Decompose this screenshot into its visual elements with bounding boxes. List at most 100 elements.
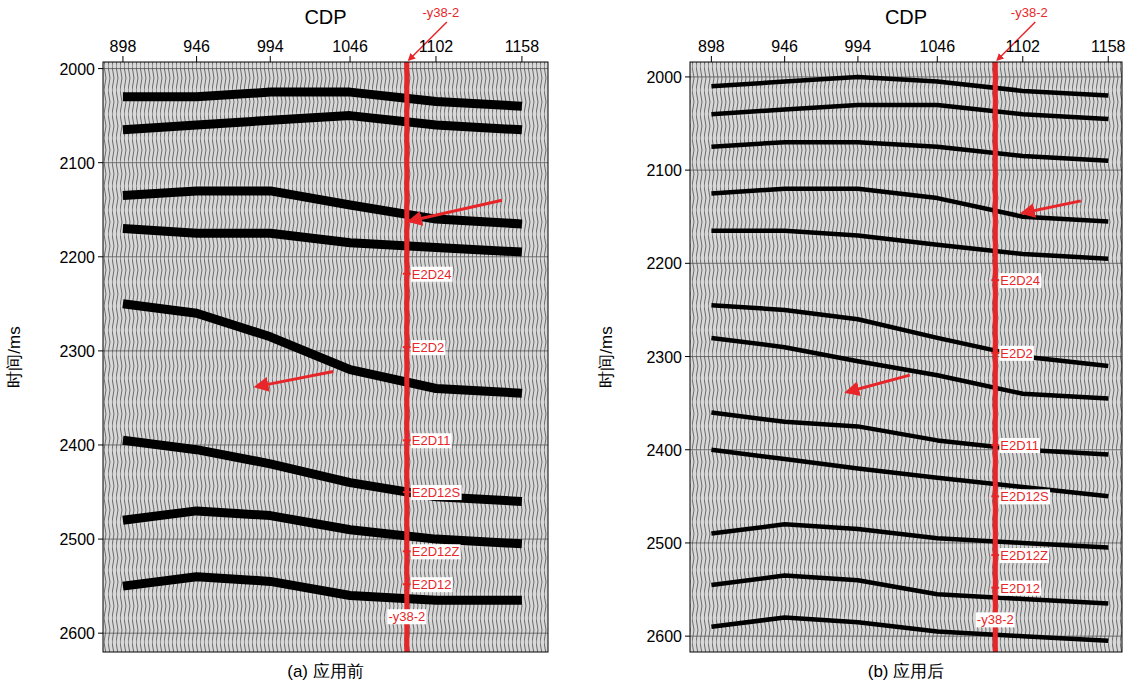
reflector: [123, 440, 522, 501]
grid-line: [103, 68, 548, 69]
y-tick-label: 2400: [59, 437, 95, 454]
frame: [690, 62, 1122, 652]
well-top: [403, 550, 411, 552]
y-tick-label: 2100: [59, 155, 95, 172]
well-top-label: E2D24: [999, 273, 1041, 288]
y-tick: [685, 356, 690, 357]
label-background: [999, 489, 1050, 504]
panel-title: (a) 应用前: [287, 662, 364, 681]
well-top: [403, 583, 411, 585]
reflector: [123, 191, 522, 224]
x-axis-title: CDP: [885, 6, 927, 28]
well-top-text: E2D24: [412, 267, 452, 282]
panel-title: (b) 应用后: [868, 662, 945, 681]
x-tick: [1022, 56, 1023, 62]
arrow: [256, 372, 333, 387]
well-top: [991, 352, 999, 354]
y-tick: [98, 256, 103, 257]
y-tick: [98, 68, 103, 69]
y-tick-label: 2100: [646, 162, 682, 179]
y-tick: [685, 636, 690, 637]
well-top-text: E2D11: [412, 433, 451, 448]
reflector: [711, 305, 1108, 366]
x-tick: [521, 56, 522, 62]
well-track: [993, 62, 998, 652]
well-top-text: E2D2: [412, 340, 445, 355]
reflector: [123, 92, 522, 106]
label-background: [411, 340, 446, 355]
well-name: -y38-2: [422, 5, 459, 20]
y-axis-title: 时间/ms: [597, 326, 616, 387]
x-tick-label: 1046: [332, 38, 368, 55]
reflector: [711, 142, 1108, 161]
reflector: [711, 618, 1108, 641]
y-tick-label: 2000: [59, 61, 95, 78]
grid-line: [103, 350, 548, 351]
y-tick: [685, 449, 690, 450]
x-tick: [1108, 56, 1109, 62]
x-tick: [196, 56, 197, 62]
y-tick: [685, 542, 690, 543]
x-tick: [350, 56, 351, 62]
well-top: [991, 495, 999, 497]
well-top-label: E2D12Z: [411, 544, 461, 559]
panel: E2D24 E2D2 E2D11 E2D12S E2D12Z E2D12 -y38-2 -y3…: [5, 5, 548, 681]
y-axis-title: 时间/ms: [5, 326, 24, 387]
well-top-label: E2D12: [411, 577, 453, 592]
plot-area: [103, 62, 548, 652]
reflector: [123, 116, 522, 130]
x-tick-label: 1158: [505, 38, 540, 55]
y-tick-label: 2600: [646, 628, 682, 645]
well-top-label: E2D12S: [411, 485, 462, 500]
label-background: [411, 544, 461, 559]
y-tick-label: 2500: [59, 531, 95, 548]
well-name: -y38-2: [388, 609, 425, 624]
x-tick: [711, 56, 712, 62]
label-background: [999, 273, 1041, 288]
well-name-bottom: -y38-2: [387, 609, 426, 624]
well-top-text: E2D12Z: [1000, 548, 1048, 563]
reflector: [711, 576, 1108, 604]
label-background: [999, 346, 1034, 361]
reflector: [123, 577, 522, 601]
well-name: -y38-2: [1011, 5, 1048, 20]
grid-line: [103, 256, 548, 257]
y-tick-label: 2600: [59, 625, 95, 642]
well-top: [403, 439, 411, 441]
well-track: [404, 62, 409, 652]
well-top-label: E2D12: [999, 581, 1041, 596]
x-tick-label: 946: [183, 38, 210, 55]
x-tick: [857, 56, 858, 62]
arrow: [410, 200, 502, 221]
x-tick-label: 946: [771, 38, 798, 55]
reflector: [711, 231, 1108, 259]
well-top-text: E2D12: [412, 577, 452, 592]
label-background: [411, 267, 453, 282]
y-tick-label: 2300: [646, 349, 682, 366]
x-tick-label: 1102: [1006, 38, 1041, 55]
y-tick: [98, 162, 103, 163]
label-background: [387, 609, 426, 624]
well-top-label: E2D2: [999, 346, 1034, 361]
frame: [103, 62, 548, 652]
y-tick: [98, 350, 103, 351]
well-name: -y38-2: [977, 612, 1014, 627]
well-top-label: E2D12S: [999, 489, 1050, 504]
y-tick: [685, 263, 690, 264]
x-tick-label: 1158: [1091, 38, 1126, 55]
x-tick-label: 1046: [919, 38, 955, 55]
panel: E2D24E2D2E2D11E2D12SE2D12ZE2D12-y38-2-y3…: [597, 5, 1126, 681]
reflector: [711, 189, 1108, 222]
label-background: [999, 548, 1049, 563]
y-tick-label: 2400: [646, 442, 682, 459]
y-tick-label: 2300: [59, 343, 95, 360]
x-tick: [435, 56, 436, 62]
figure: E2D24 E2D2 E2D11 E2D12S E2D12Z E2D12 -y38-2 -y3…: [0, 0, 1134, 689]
reflector: [711, 413, 1108, 455]
x-tick: [270, 56, 271, 62]
x-tick-label: 1102: [419, 38, 454, 55]
well-top: [403, 491, 411, 493]
reflector: [123, 229, 522, 253]
well-top-text: E2D12S: [412, 485, 461, 500]
reflector: [711, 338, 1108, 399]
